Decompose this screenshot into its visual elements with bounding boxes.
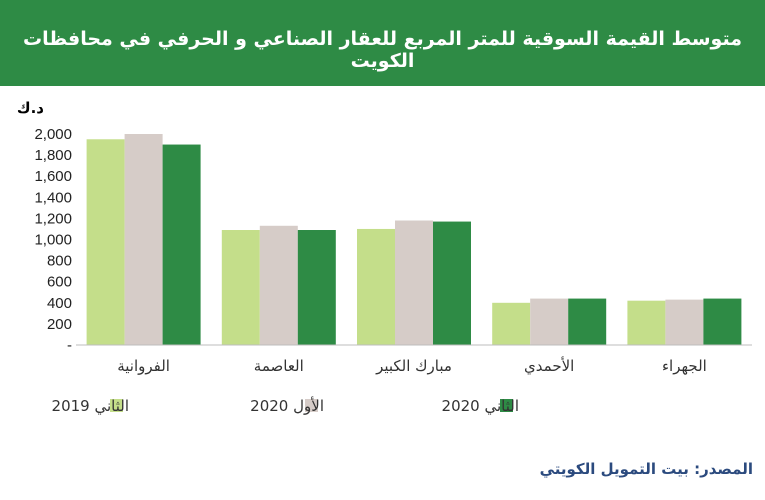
- bar: [703, 298, 742, 345]
- bar: [357, 228, 395, 345]
- legend-swatch: [500, 399, 513, 412]
- bars-group: [86, 134, 742, 345]
- legend: الثاني 2019 الأول 2020 الثاني 2020: [52, 396, 519, 416]
- y-tick-label: 800: [47, 253, 72, 270]
- y-axis-ticks: - 200 400 600 800 1,000 1,200 1,400 1,600 1,800 2,…: [34, 126, 72, 354]
- y-tick-label: 200: [47, 316, 72, 333]
- y-tick-label: -: [67, 337, 72, 354]
- legend-swatch: [305, 399, 318, 412]
- bar: [433, 221, 471, 345]
- y-tick-label: 400: [47, 295, 72, 312]
- bar: [530, 298, 569, 345]
- x-category-label: الأحمدي: [524, 356, 574, 376]
- x-axis-category-labels: الفروانية العاصمة مبارك الكبير الأحمدي الجهر…: [117, 356, 707, 376]
- y-tick-label: 1,800: [34, 147, 72, 164]
- source-note: المصدر: بيت التمويل الكويتي: [539, 460, 753, 478]
- y-tick-label: 1,400: [34, 189, 72, 206]
- bar: [221, 230, 260, 345]
- x-category-label: الجهراء: [662, 357, 707, 375]
- x-category-label: العاصمة: [254, 357, 304, 375]
- y-tick-label: 1,200: [34, 210, 72, 227]
- x-category-label: الفروانية: [117, 357, 170, 375]
- bar: [395, 220, 433, 345]
- bar-chart: د.ك - 200 400 600 800 1,000 1,200 1,400 1,600 1,8…: [17, 99, 752, 416]
- chart-title: متوسط القيمة السوقية للمتر المربع للعقار…: [23, 28, 742, 72]
- x-category-label: مبارك الكبير: [375, 357, 452, 375]
- bar: [665, 299, 704, 345]
- bar: [568, 298, 607, 345]
- legend-label: الثاني 2019: [52, 397, 129, 416]
- bar: [124, 134, 163, 345]
- bar: [627, 300, 666, 345]
- bar: [297, 230, 336, 345]
- y-tick-label: 600: [47, 274, 72, 291]
- bar: [162, 144, 201, 345]
- legend-label: الأول 2020: [250, 396, 324, 415]
- bar: [492, 302, 531, 345]
- y-tick-label: 2,000: [34, 126, 72, 143]
- bar: [86, 139, 125, 345]
- legend-label: الثاني 2020: [442, 397, 519, 416]
- y-axis-unit-label: د.ك: [17, 99, 44, 117]
- bar: [259, 225, 298, 345]
- title-bar: متوسط القيمة السوقية للمتر المربع للعقار…: [0, 0, 765, 86]
- y-tick-label: 1,600: [34, 168, 72, 185]
- legend-swatch: [110, 399, 123, 412]
- y-tick-label: 1,000: [34, 232, 72, 249]
